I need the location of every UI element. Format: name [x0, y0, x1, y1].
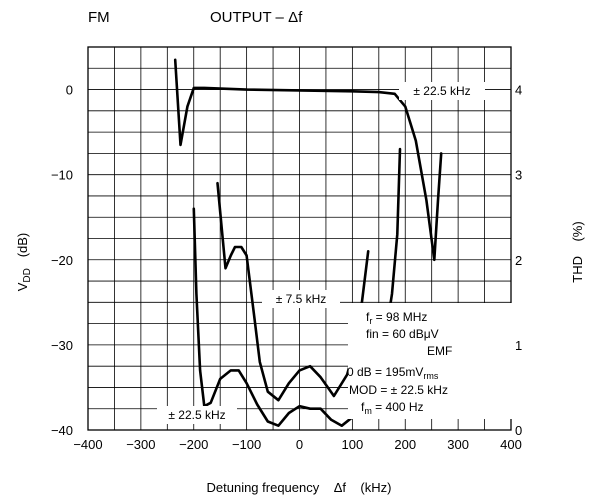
- condition-fm: fm = 400 Hz: [361, 400, 424, 416]
- condition-fm-rest: = 400 Hz: [372, 400, 424, 414]
- y-left-tick-label: −30: [51, 338, 73, 353]
- x-tick-label: 400: [500, 437, 522, 452]
- axis-tick-labels: −400 −300 −200 −100 0 100 200 300 4000−10−20−30−…: [51, 83, 522, 452]
- y-left-tick-label: 0: [66, 83, 73, 98]
- y-right-tick-label: 0: [515, 423, 522, 438]
- condition-0db: 0 dB = 195mVrms: [347, 365, 439, 381]
- condition-emf: EMF: [427, 344, 452, 358]
- annotation-bg-2: [262, 290, 340, 308]
- annotation-bg-1: [399, 82, 485, 100]
- condition-0db-sub: rms: [423, 371, 438, 381]
- y-left-tick-label: −10: [51, 168, 73, 183]
- condition-fr-main: f: [366, 310, 370, 324]
- y-label-left-main: V: [15, 282, 30, 291]
- y-label-left-sub: DD: [22, 268, 33, 282]
- conditions-box-background: [348, 303, 512, 419]
- condition-fin: fin = 60 dBμV: [366, 327, 439, 341]
- x-tick-label: −300: [126, 437, 155, 452]
- annotation-label-backgrounds: [157, 82, 485, 424]
- annotation-vdd-22-5: ± 22.5 kHz: [413, 84, 470, 98]
- series-line-1: [173, 58, 443, 262]
- plot-frame: [87, 46, 512, 431]
- y-label-left-unit: (dB): [15, 233, 30, 268]
- condition-fm-main: f: [361, 400, 365, 414]
- y-axis-label-left: VDD (dB): [15, 233, 33, 292]
- condition-fr-rest: = 98 MHz: [372, 310, 427, 324]
- y-left-tick-label: −40: [51, 423, 73, 438]
- condition-fm-sub: m: [364, 406, 372, 416]
- condition-mod: MOD = ± 22.5 kHz: [349, 383, 448, 397]
- annotation-thd-7-5: ± 7.5 kHz: [276, 292, 327, 306]
- annotation-bg-3: [157, 406, 237, 424]
- series-line-2: [216, 181, 370, 402]
- y-right-tick-label: 2: [515, 253, 522, 268]
- condition-0db-main: 0 dB = 195mV: [347, 365, 423, 379]
- conditions-box: fr = 98 MHz fin = 60 dBμV EMF 0 dB = 195…: [347, 303, 512, 419]
- y-axis-label-right: THD (%): [570, 221, 585, 282]
- condition-fr-sub: r: [369, 316, 372, 326]
- y-left-tick-label: −20: [51, 253, 73, 268]
- annotation-thd-22-5: ± 22.5 kHz: [168, 408, 225, 422]
- y-right-tick-label: 3: [515, 168, 522, 183]
- x-tick-label: 0: [296, 437, 303, 452]
- x-tick-label: 100: [342, 437, 364, 452]
- x-axis-label: Detuning frequency Δf (kHz): [207, 480, 392, 495]
- x-tick-label: −100: [232, 437, 261, 452]
- x-tick-label: −200: [179, 437, 208, 452]
- chart-title-right: OUTPUT – Δf: [210, 9, 303, 26]
- x-tick-label: 300: [447, 437, 469, 452]
- y-right-tick-label: 1: [515, 338, 522, 353]
- x-tick-label: −400: [73, 437, 102, 452]
- x-tick-label: 200: [394, 437, 416, 452]
- y-right-tick-label: 4: [515, 83, 522, 98]
- chart-title-left: FM: [88, 9, 110, 26]
- condition-fr: fr = 98 MHz: [366, 310, 427, 326]
